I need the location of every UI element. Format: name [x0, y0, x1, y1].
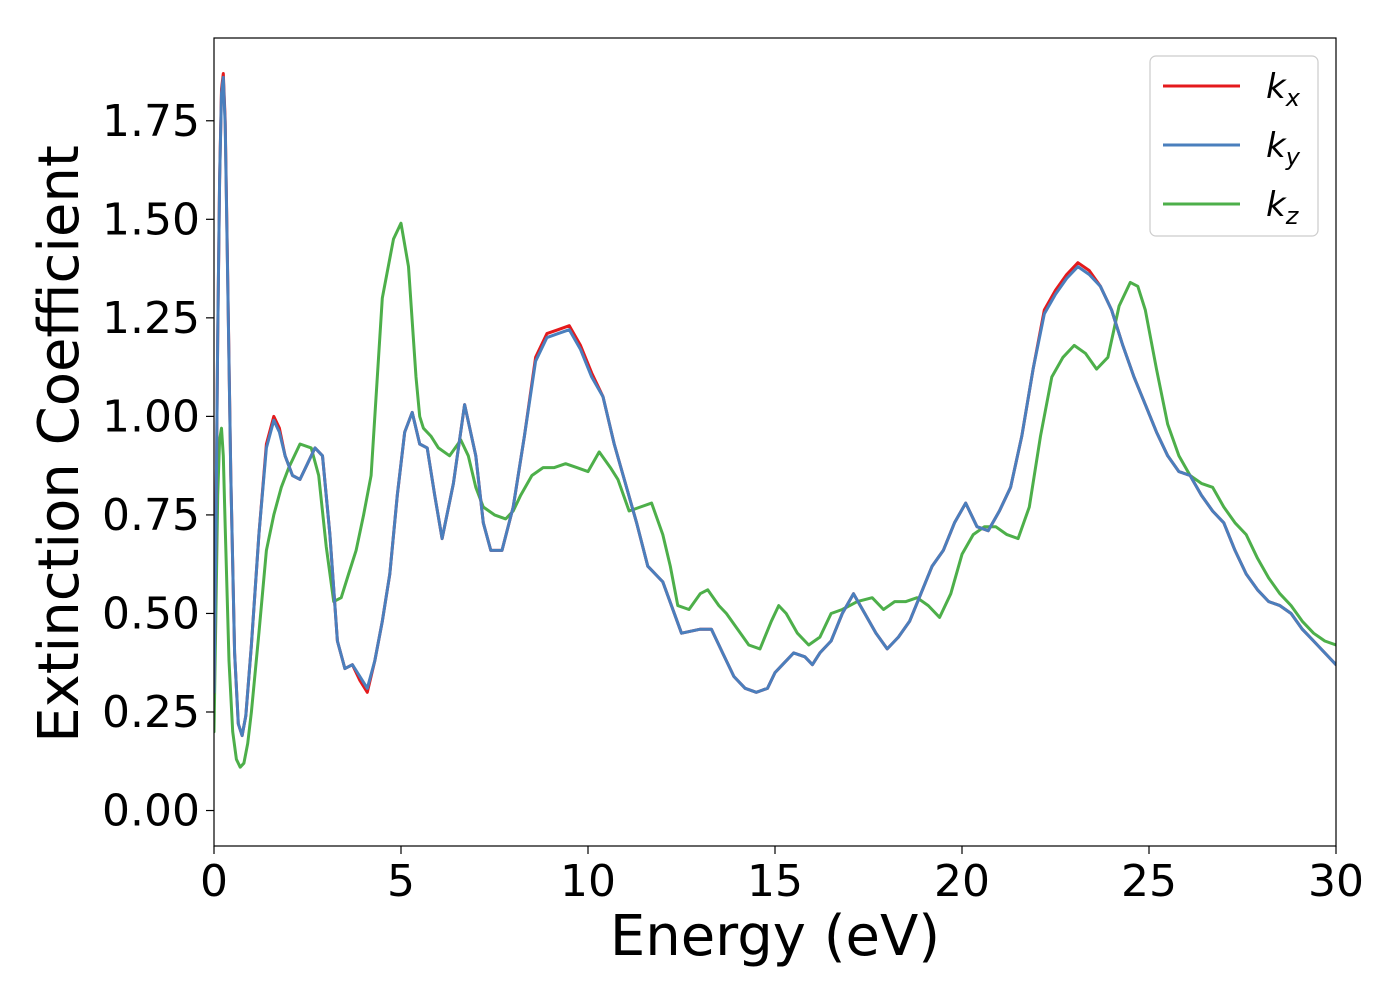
y-tick-label: 0.00 — [102, 786, 200, 837]
x-tick-label: 10 — [560, 856, 616, 907]
x-tick-label: 5 — [387, 856, 415, 907]
legend: kx ky kz — [1149, 55, 1319, 237]
legend-label-x: kx — [1266, 67, 1301, 112]
y-axis: 0.00 0.25 0.50 0.75 1.00 1.25 1.50 1.75 — [102, 96, 214, 837]
x-tick-label: 20 — [934, 856, 990, 907]
y-tick-label: 1.25 — [102, 293, 200, 344]
x-tick-label: 25 — [1121, 856, 1177, 907]
y-tick-label: 1.50 — [102, 194, 200, 245]
x-axis-title: Energy (eV) — [610, 904, 940, 969]
y-tick-label: 0.75 — [102, 490, 200, 541]
y-tick-label: 0.25 — [102, 687, 200, 738]
legend-label-y: ky — [1266, 126, 1301, 171]
legend-label-z: kz — [1266, 185, 1300, 230]
x-axis: 0 5 10 15 20 25 30 — [200, 846, 1364, 907]
x-tick-label: 30 — [1308, 856, 1364, 907]
series-line-z — [214, 221, 1336, 769]
x-tick-label: 0 — [200, 856, 228, 907]
y-tick-label: 0.50 — [102, 588, 200, 639]
series-layer — [214, 72, 1336, 769]
series-line-y — [214, 75, 1336, 738]
y-tick-label: 1.75 — [102, 96, 200, 147]
y-tick-label: 1.00 — [102, 391, 200, 442]
x-tick-label: 15 — [747, 856, 803, 907]
y-axis-title: Extinction Coefficient — [27, 145, 92, 743]
